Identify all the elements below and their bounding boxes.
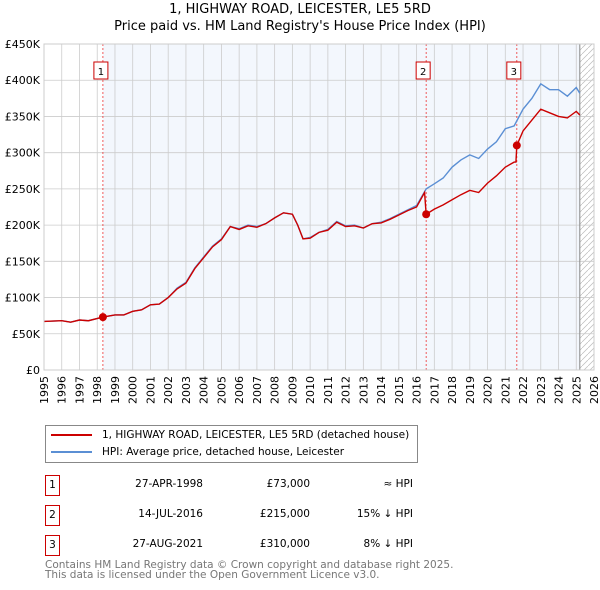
x-tick-label: 1999 [109,376,122,404]
y-tick-label: £350K [5,110,41,123]
sale-label-box [506,61,522,80]
sale-price: £310,000 [259,538,310,550]
y-tick-label: £250K [5,183,41,196]
sale-price: £73,000 [266,478,310,490]
sale-label-box [93,61,109,80]
legend-label-hpi: HPI: Average price, detached house, Leic… [102,446,345,458]
y-tick-label: £200K [5,219,41,232]
x-tick-label: 2005 [215,376,228,404]
x-tick-label: 1997 [73,376,86,404]
y-tick-label: £450K [5,38,41,51]
x-tick-label: 2001 [144,376,157,404]
footer-line-2: This data is licensed under the Open Gov… [45,569,380,581]
x-tick-label: 2016 [411,376,424,404]
plot-frame [43,43,595,371]
y-tick-label: £400K [5,74,41,87]
price-chart: 1995 1996 1997 1998 1999 2000 2001 2002 2003 2004… [5,38,600,404]
x-tick-label: 2002 [162,376,175,404]
sale-label: 2 [420,67,426,78]
footer: Contains HM Land Registry data © Crown c… [45,559,454,581]
sale-price: £215,000 [259,508,310,520]
x-tick-label: 2015 [393,376,406,404]
sale-row: 3 27-AUG-2021 £310,000 8% ↓ HPI [45,535,413,556]
chart-title: 1, HIGHWAY ROAD, LEICESTER, LE5 5RD [169,2,431,17]
chart-subtitle: Price paid vs. HM Land Registry's House … [114,19,486,34]
footer-line-1: Contains HM Land Registry data © Crown c… [45,559,454,571]
x-tick-label: 2008 [269,376,282,404]
sale-row: 1 27-APR-1998 £73,000 ≈ HPI [45,475,413,496]
x-tick-label: 2000 [127,376,140,404]
sale-label: 3 [511,67,517,78]
x-tick-label: 2013 [357,376,370,404]
price-paid-line [43,108,581,323]
sale-marker: 2 [45,505,60,526]
sale-date: 27-APR-1998 [135,478,203,490]
sale-hpi-diff: 8% ↓ HPI [363,538,413,550]
x-tick-label: 2011 [322,376,335,404]
y-tick-label: £0 [26,364,40,377]
x-tick-label: 2006 [233,376,246,404]
x-tick-label: 2022 [517,376,530,404]
y-tick-label: £150K [5,255,41,268]
x-tick-label: 2019 [464,376,477,404]
sale-date: 27-AUG-2021 [132,538,203,550]
sale-label: 1 [98,67,104,78]
x-tick-label: 2017 [428,376,441,404]
legend-label-price: 1, HIGHWAY ROAD, LEICESTER, LE5 5RD (det… [102,429,410,441]
x-tick-label: 1996 [56,376,69,404]
legend-swatch-price [51,434,92,436]
sale-point [422,210,431,219]
x-tick-label: 2007 [251,376,264,404]
shaded-region [102,44,580,370]
y-tick-label: £300K [5,147,41,160]
sale-row: 2 14-JUL-2016 £215,000 15% ↓ HPI [45,505,413,526]
forecast-hatch [579,44,594,370]
x-tick-label: 2018 [446,376,459,404]
x-tick-label: 2014 [375,376,388,404]
y-tick-label: £50K [12,328,41,341]
sale-label-box [415,61,431,80]
sale-point [98,313,107,322]
x-tick-label: 2021 [499,376,512,404]
legend: 1, HIGHWAY ROAD, LEICESTER, LE5 5RD (det… [45,425,418,463]
sale-hpi-diff: ≈ HPI [383,478,413,490]
x-tick-label: 1998 [91,376,104,404]
sale-hpi-diff: 15% ↓ HPI [356,508,413,520]
x-tick-label: 2024 [553,376,566,404]
sale-point [512,141,521,150]
x-tick-label: 2003 [180,376,193,404]
x-tick-label: 2010 [304,376,317,404]
sale-marker: 3 [45,535,60,556]
x-tick-label: 2023 [535,376,548,404]
legend-swatch-hpi [51,451,92,453]
sale-marker: 1 [45,475,60,496]
x-tick-label: 2012 [340,376,353,404]
x-tick-label: 2026 [588,376,600,404]
x-tick-label: 2020 [482,376,495,404]
sale-date: 14-JUL-2016 [138,508,203,520]
y-tick-label: £100K [5,292,41,305]
x-tick-label: 2025 [570,376,583,404]
x-tick-label: 2009 [286,376,299,404]
x-tick-label: 1995 [38,376,51,404]
x-tick-label: 2004 [198,376,211,404]
